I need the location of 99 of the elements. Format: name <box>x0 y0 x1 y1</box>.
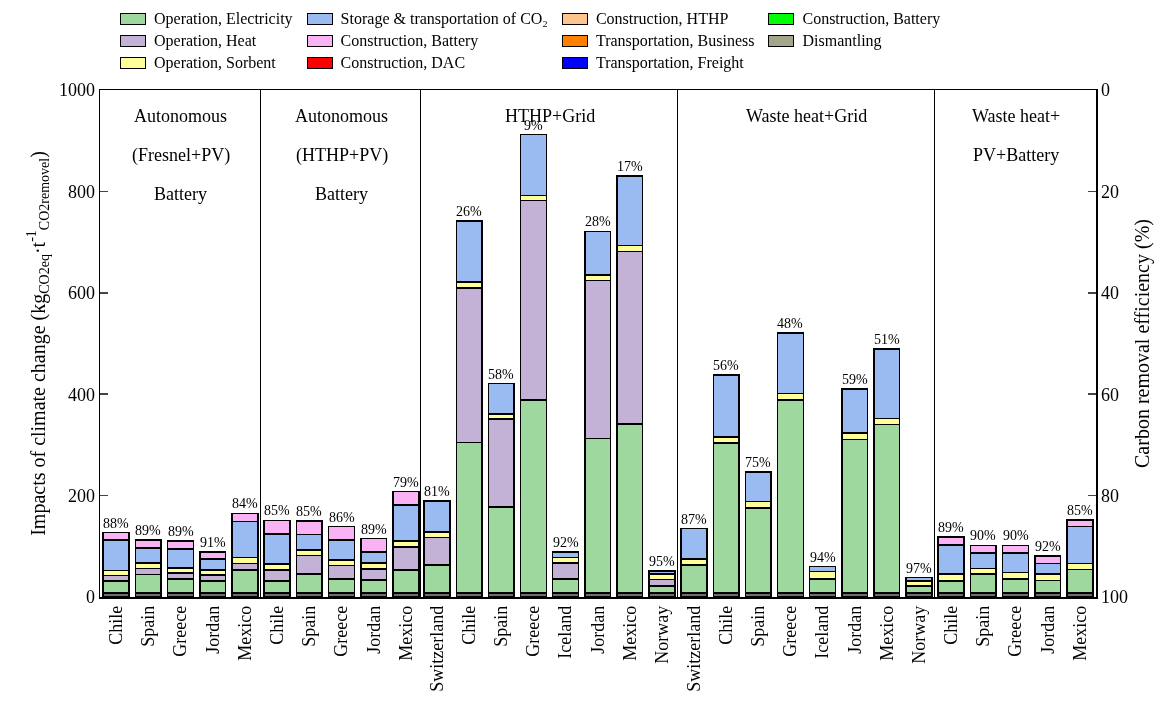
legend-label: Construction, Battery <box>802 10 941 28</box>
y2-tick-label: 20 <box>1101 181 1120 202</box>
x-tick-label: Jordan <box>587 605 608 654</box>
annotation: 88% <box>103 516 129 531</box>
annotation: 48% <box>777 316 804 331</box>
bar <box>520 133 548 197</box>
x-tick-label: Spain <box>973 605 994 647</box>
x-tick-label: Chile <box>716 605 737 645</box>
x-tick-label: Greece <box>780 605 801 657</box>
annotation: 85% <box>295 504 322 519</box>
y2-tick-label: 0 <box>1101 80 1111 101</box>
x-tick-label: Iceland <box>812 605 833 659</box>
bar <box>873 423 901 594</box>
legend-label: Transportation, Freight <box>595 54 744 72</box>
x-tick-label: Switzerland <box>427 605 448 692</box>
legend-label: Operation, Electricity <box>154 10 293 28</box>
x-tick-label: Jordan <box>844 605 865 654</box>
legend-label: Storage & transportation of CO₂ <box>340 10 548 28</box>
annotation: 26% <box>456 204 483 219</box>
y2-tick-label: 100 <box>1101 587 1129 608</box>
annotation: 89% <box>360 522 387 537</box>
y-tick-label: 200 <box>67 485 95 506</box>
x-tick-label: Spain <box>138 605 159 647</box>
bar <box>134 573 162 594</box>
x-tick-label: Greece <box>330 605 351 657</box>
annotation: 89% <box>135 523 161 538</box>
x-tick-label: Iceland <box>555 605 576 659</box>
annotation: 56% <box>713 358 740 373</box>
annotation: 90% <box>1003 528 1030 543</box>
x-tick-label: Mexico <box>395 605 416 661</box>
y-tick-label: 600 <box>67 283 95 304</box>
x-tick-label: Chile <box>105 605 126 645</box>
text: Autonomous (Fresnel+PV) Battery <box>132 106 231 204</box>
x-tick-label: Mexico <box>234 605 255 661</box>
annotation: 85% <box>263 503 290 518</box>
bar <box>680 564 708 594</box>
text: Waste heat+ PV+Battery <box>972 106 1061 165</box>
annotation: 94% <box>810 550 837 565</box>
annotation: 84% <box>232 496 258 511</box>
annotation: 86% <box>328 510 355 525</box>
legend-label: Construction, HTHP <box>595 10 729 28</box>
annotation: 95% <box>649 554 676 569</box>
y2-tick-label: 60 <box>1101 384 1120 405</box>
legend-label: Transportation, Business <box>595 32 755 50</box>
annotation: 17% <box>617 159 644 174</box>
x-tick-label: Jordan <box>202 605 223 654</box>
x-tick-label: Spain <box>491 605 512 647</box>
x-tick-label: Greece <box>170 605 191 657</box>
annotation: 85% <box>1067 503 1094 518</box>
annotation: 92% <box>553 535 580 550</box>
x-tick-label: Jordan <box>1037 605 1058 654</box>
bar <box>970 573 998 594</box>
x-tick-label: Chile <box>266 605 287 645</box>
y2-tick-label: 40 <box>1101 283 1120 304</box>
x-tick-label: Mexico <box>619 605 640 661</box>
y-tick-label: 400 <box>67 384 95 405</box>
annotation: 89% <box>168 524 194 539</box>
annotation: 97% <box>906 561 933 576</box>
y2-axis-title: Carbon removal efficiency (%) <box>1131 219 1155 468</box>
x-tick-label: Mexico <box>1070 605 1091 661</box>
text: Waste heat+Grid <box>746 106 868 126</box>
x-tick-label: Mexico <box>876 605 897 661</box>
text: Autonomous (HTHP+PV) Battery <box>294 106 388 204</box>
x-tick-label: Jordan <box>363 605 384 654</box>
y-tick-label: 0 <box>85 587 95 608</box>
bar <box>1066 568 1094 594</box>
annotation: 91% <box>200 535 226 550</box>
annotation: 92% <box>1035 539 1062 554</box>
bar <box>102 580 130 594</box>
y-tick-label: 800 <box>67 181 95 202</box>
x-tick-label: Norway <box>909 605 930 664</box>
bar <box>1034 579 1062 594</box>
x-tick-label: Greece <box>1005 605 1026 657</box>
annotation: 81% <box>424 484 451 499</box>
x-tick-label: Spain <box>748 605 769 647</box>
bar <box>712 442 741 594</box>
annotation: 58% <box>488 367 515 382</box>
x-tick-label: Switzerland <box>684 605 705 692</box>
bar <box>841 438 869 594</box>
legend-label: Operation, Heat <box>154 32 257 50</box>
y2-tick-label: 80 <box>1101 485 1120 506</box>
legend-label: Construction, DAC <box>340 54 466 72</box>
x-tick-label: Norway <box>652 605 673 664</box>
legend-label: Dismantling <box>802 32 882 50</box>
legend-label: Construction, Battery <box>340 32 479 50</box>
y-tick-label: 1000 <box>58 80 95 101</box>
x-tick-label: Chile <box>459 605 480 645</box>
x-tick-label: Spain <box>298 605 319 647</box>
annotation: 75% <box>745 455 772 470</box>
annotation: 87% <box>681 512 708 527</box>
x-tick-label: Greece <box>523 605 544 657</box>
legend-label: Operation, Sorbent <box>154 54 276 72</box>
annotation: 51% <box>874 332 901 347</box>
annotation: 59% <box>842 372 869 387</box>
annotation: 28% <box>585 214 612 229</box>
annotation: 89% <box>938 520 965 535</box>
x-tick-label: Chile <box>941 605 962 645</box>
annotation: 79% <box>392 475 419 490</box>
annotation: 90% <box>970 528 997 543</box>
